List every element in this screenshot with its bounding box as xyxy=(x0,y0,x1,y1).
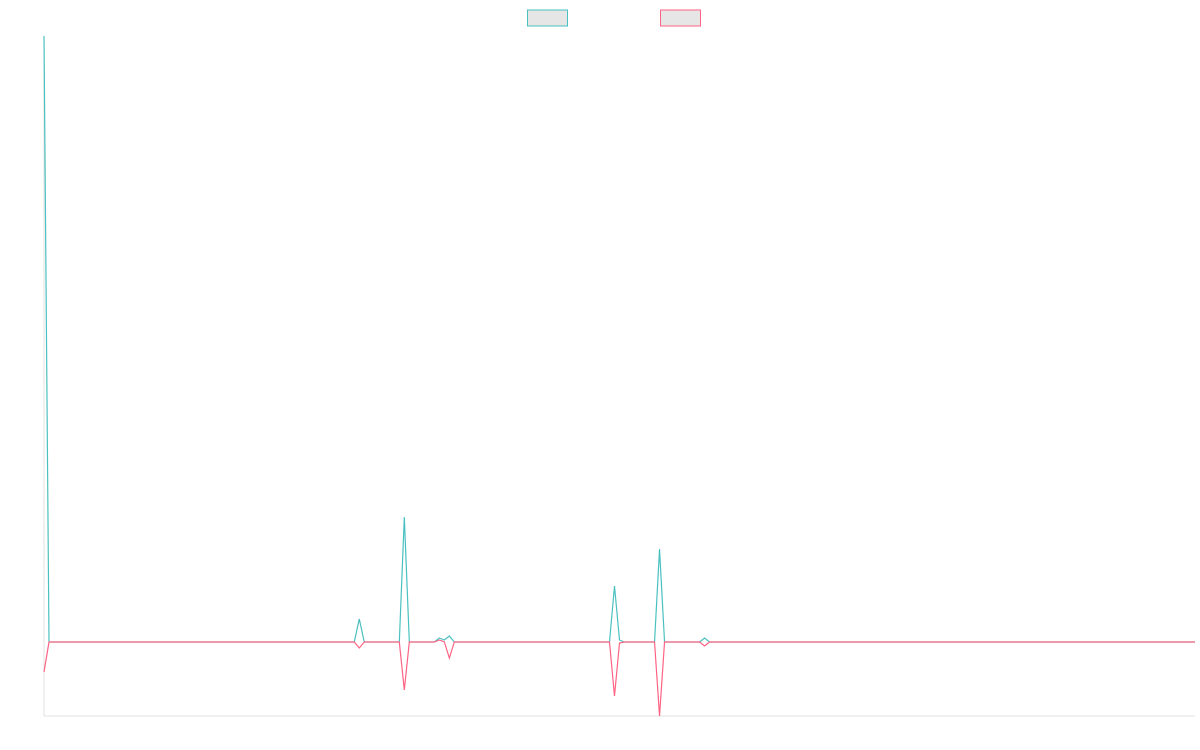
legend-swatch xyxy=(527,9,568,27)
legend-swatch xyxy=(660,9,701,27)
series-line xyxy=(43,639,1195,717)
series-line xyxy=(43,35,1195,643)
